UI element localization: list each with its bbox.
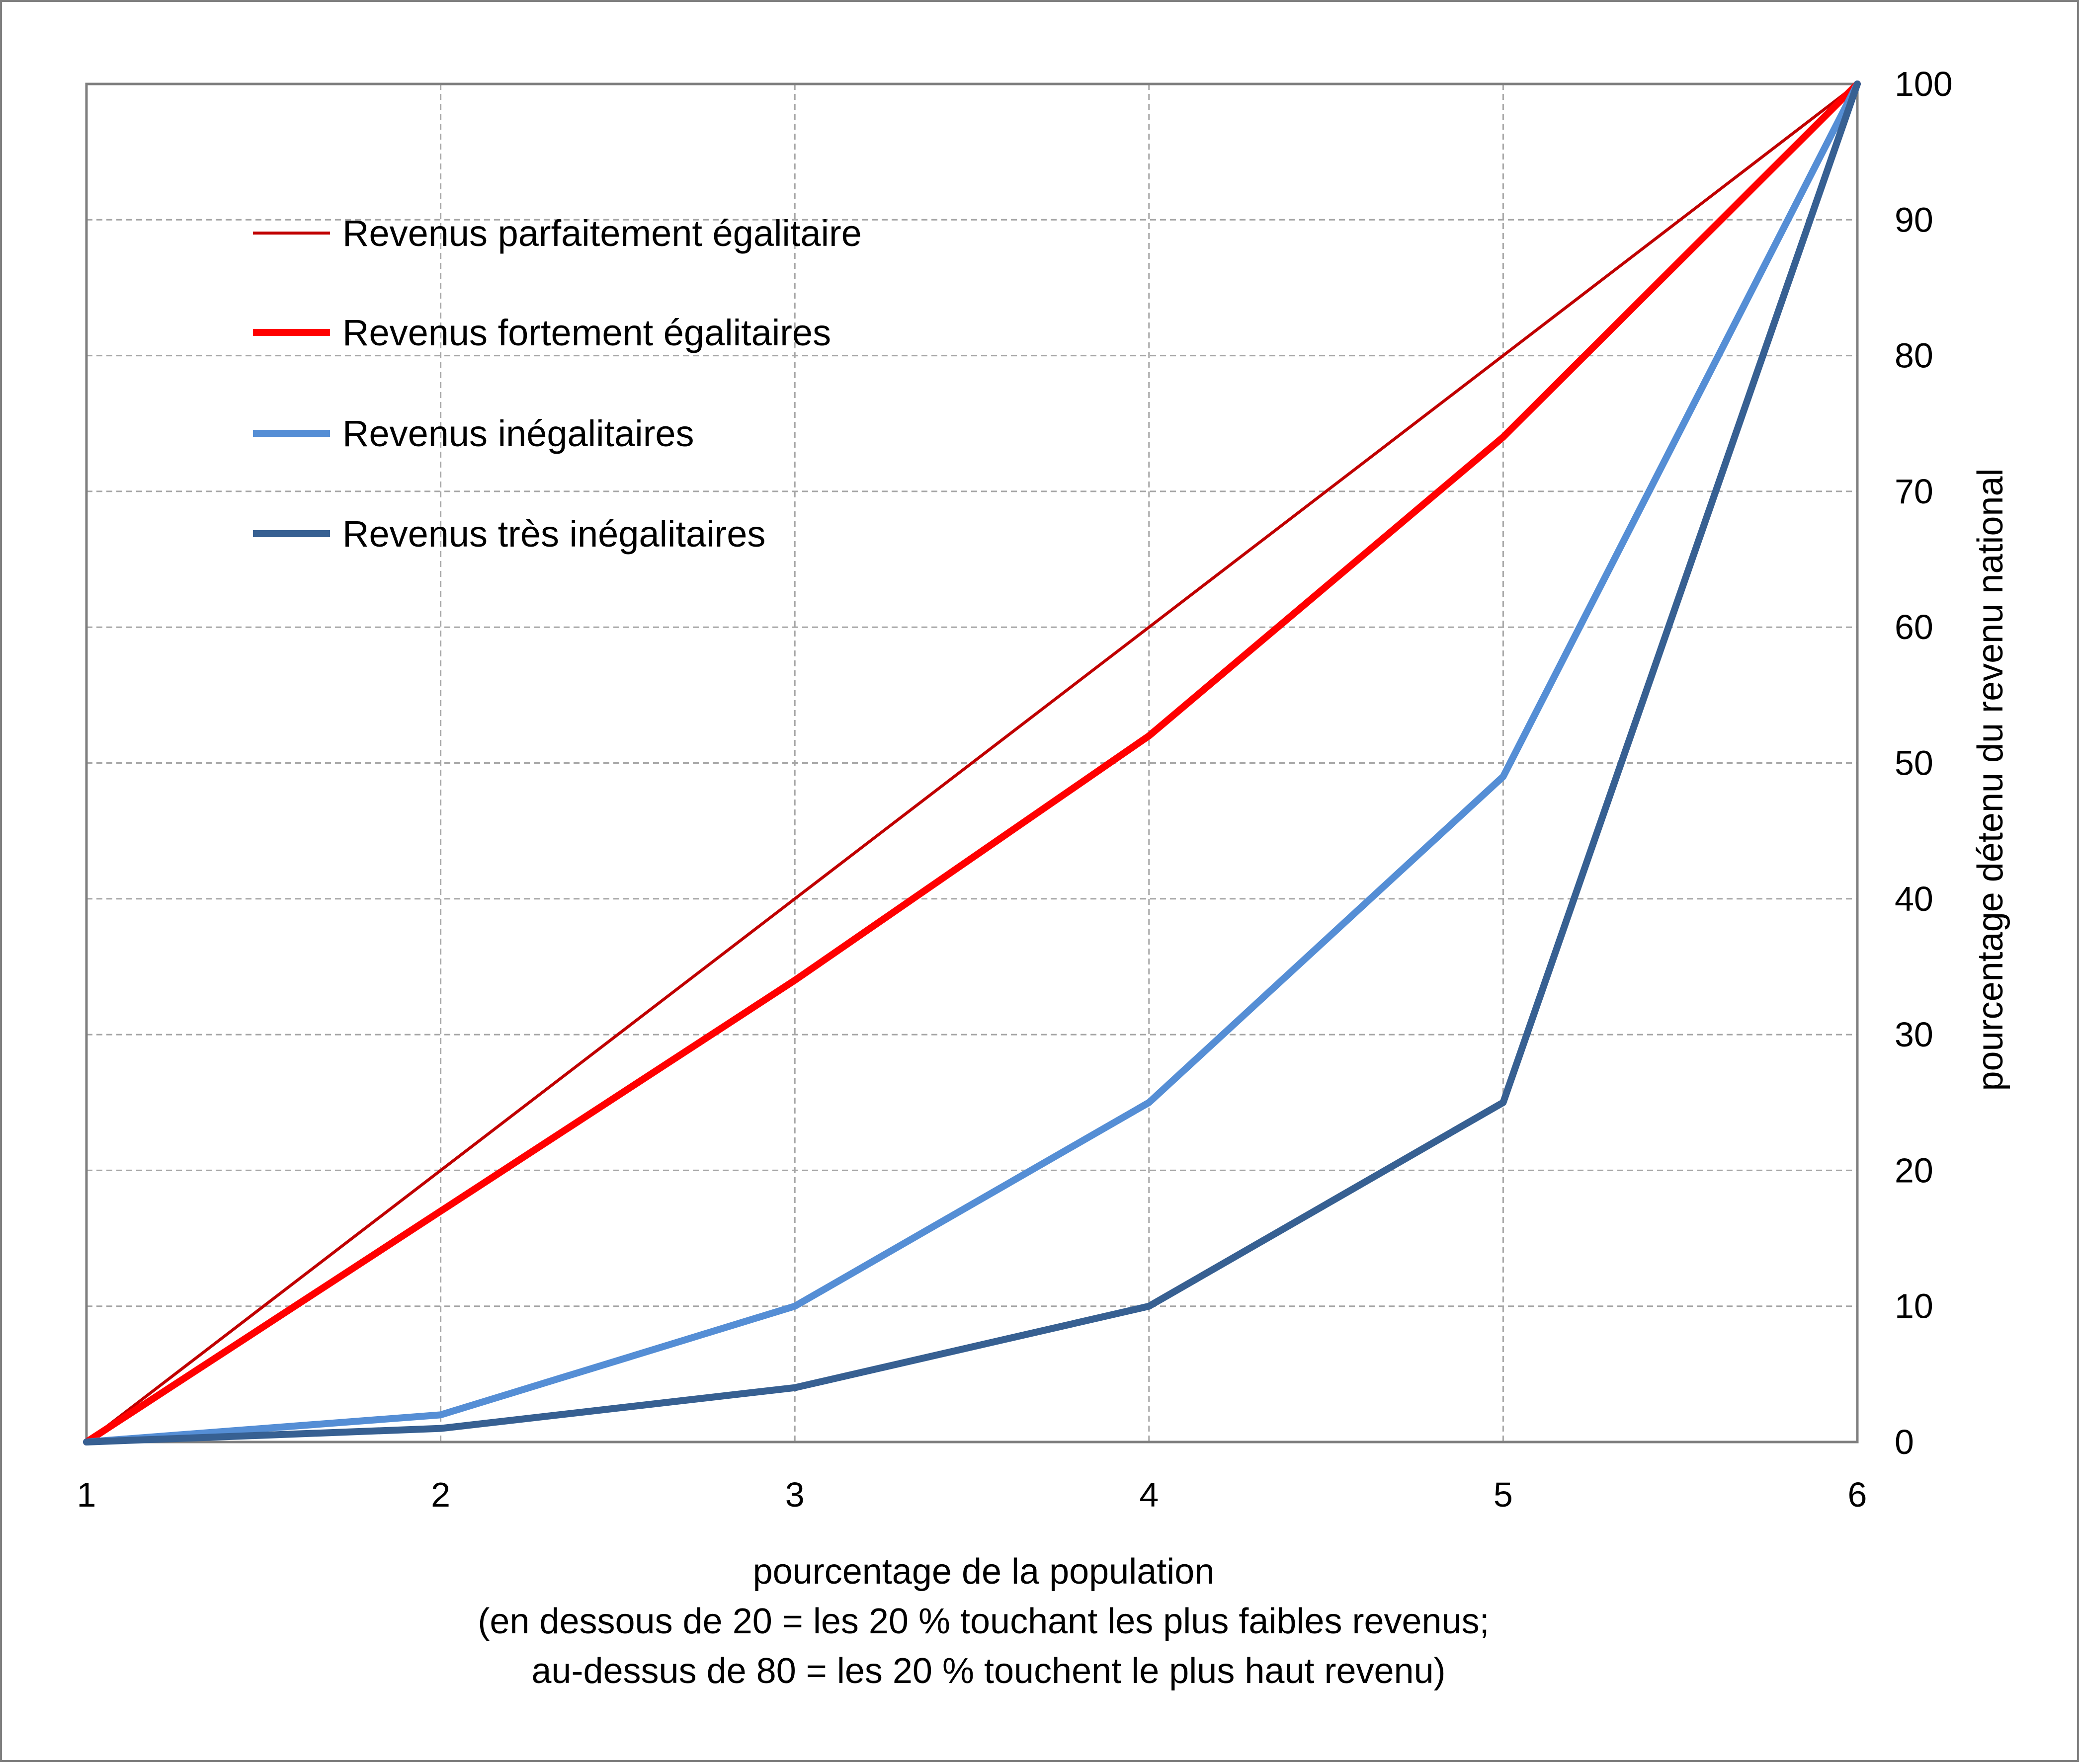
y-tick-label: 0 [1895, 1423, 1914, 1461]
x-axis-title-line-3: au-dessus de 80 = les 20 % touchent le p… [531, 1651, 1445, 1691]
series-line-2 [83, 80, 1861, 1445]
legend-label-3: Revenus inégalitaires [342, 413, 694, 454]
y-tick-label: 100 [1895, 65, 1953, 103]
y-axis-title: pourcentage détenu du revenu national [1971, 468, 2010, 1091]
y-tick-label: 60 [1895, 608, 1933, 646]
x-tick-label: 1 [77, 1475, 96, 1514]
x-axis-tick-labels: 1 2 3 4 5 6 [77, 1475, 1867, 1514]
grid [86, 84, 1857, 1442]
x-tick-label: 2 [431, 1475, 450, 1514]
x-tick-label: 5 [1494, 1475, 1513, 1514]
legend-label-4: Revenus très inégalitaires [342, 513, 765, 555]
y-tick-label: 40 [1895, 880, 1933, 918]
x-axis-title-line-1: pourcentage de la population [753, 1552, 1215, 1592]
series-line-1 [85, 82, 1859, 1443]
y-tick-label: 50 [1895, 744, 1933, 783]
series-lines [83, 80, 1861, 1445]
legend: Revenus parfaitement égalitaire Revenus f… [253, 213, 862, 555]
y-tick-label: 80 [1895, 336, 1933, 375]
x-tick-label: 3 [785, 1475, 805, 1514]
x-tick-label: 4 [1139, 1475, 1159, 1514]
y-axis-tick-labels: 0 10 20 30 40 50 60 70 80 90 100 [1895, 65, 1953, 1461]
y-tick-label: 30 [1895, 1015, 1933, 1054]
y-tick-label: 70 [1895, 472, 1933, 511]
y-tick-label: 20 [1895, 1151, 1933, 1190]
series-line-3 [83, 80, 1861, 1445]
x-axis-title: pourcentage de la population (en dessous… [478, 1552, 1499, 1691]
series-line-4 [83, 80, 1861, 1445]
x-axis-title-line-2: (en dessous de 20 = les 20 % touchant le… [478, 1602, 1489, 1641]
y-tick-label: 90 [1895, 200, 1933, 239]
legend-label-1: Revenus parfaitement égalitaire [342, 213, 862, 254]
y-tick-label: 10 [1895, 1287, 1933, 1326]
plot-area-border [85, 82, 1859, 1443]
legend-label-2: Revenus fortement égalitaires [342, 312, 831, 353]
x-tick-label: 6 [1848, 1475, 1867, 1514]
